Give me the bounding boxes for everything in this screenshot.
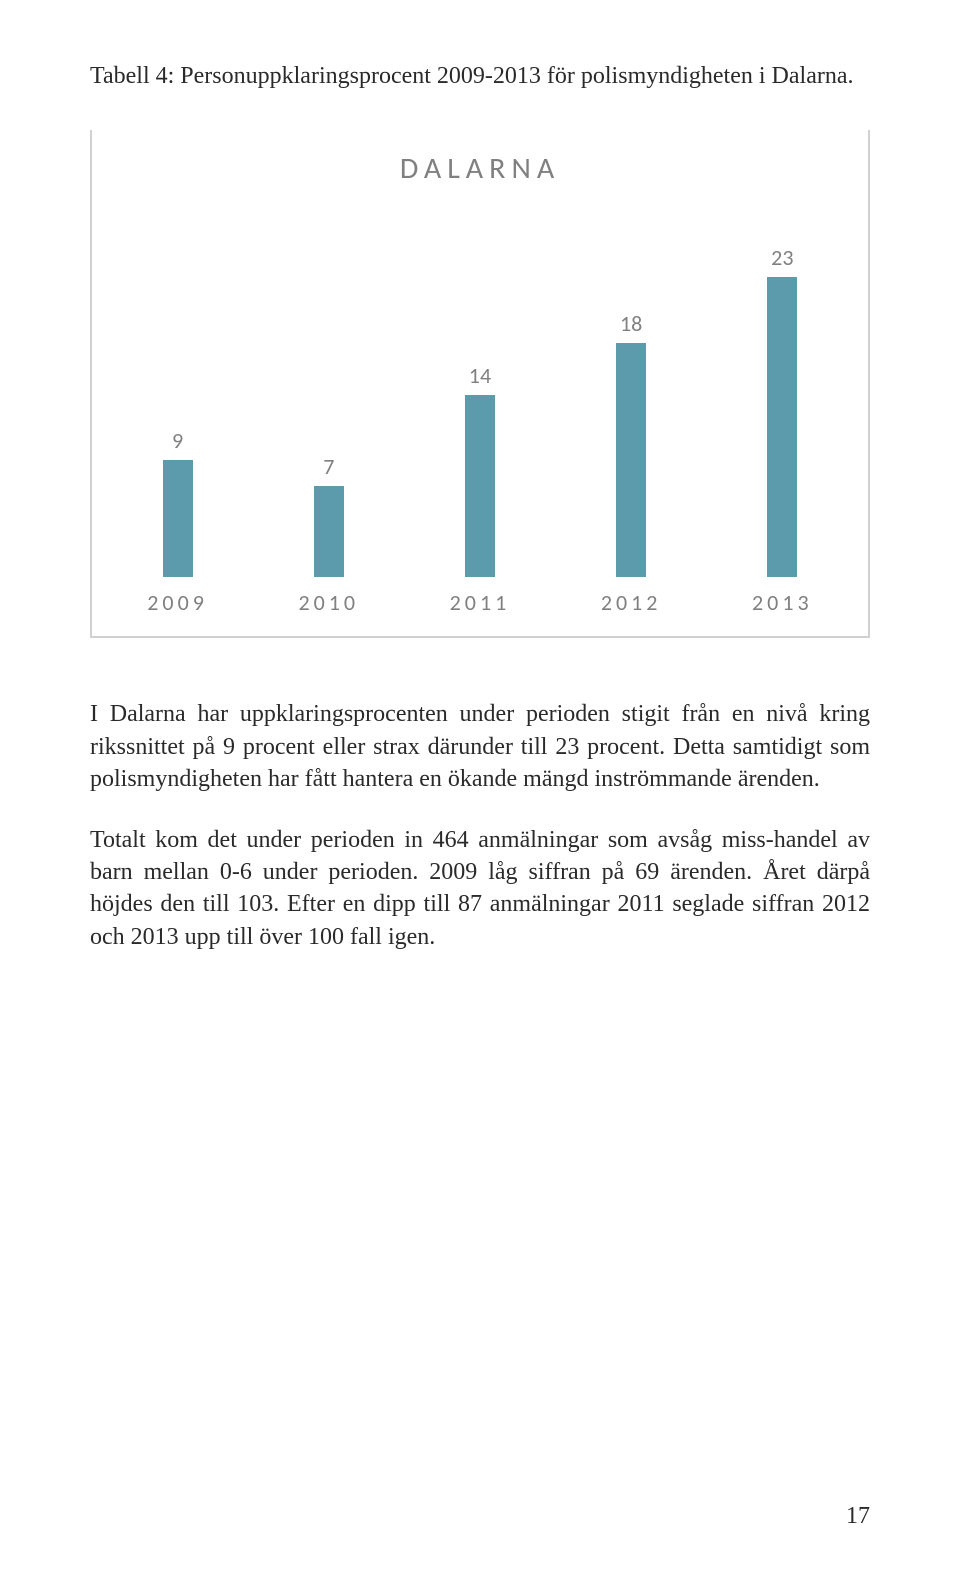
bar-col: 18 xyxy=(563,310,699,578)
paragraph-1: I Dalarna har uppklaringsprocenten under… xyxy=(90,698,870,795)
paragraph-2: Totalt kom det under perioden in 464 anm… xyxy=(90,824,870,954)
bar xyxy=(767,277,797,577)
axis-label: 2010 xyxy=(261,589,397,616)
bar-col: 7 xyxy=(261,453,397,577)
page-number: 17 xyxy=(846,1503,870,1530)
bar-col: 23 xyxy=(714,244,850,577)
bar-value-label: 9 xyxy=(172,427,183,454)
bar xyxy=(163,460,193,577)
bar-value-label: 14 xyxy=(469,362,491,389)
bar-col: 9 xyxy=(110,427,246,577)
bar-value-label: 23 xyxy=(771,244,793,271)
chart-axis-row: 2009 2010 2011 2012 2013 xyxy=(92,577,868,636)
axis-label: 2011 xyxy=(412,589,548,616)
bar xyxy=(465,395,495,578)
chart-container: DALARNA 9 7 14 18 23 2009 2010 2011 2012 2013 xyxy=(90,130,870,638)
bar-value-label: 18 xyxy=(620,310,642,337)
chart-title: DALARNA xyxy=(92,150,868,187)
axis-label: 2012 xyxy=(563,589,699,616)
bar-value-label: 7 xyxy=(323,453,334,480)
bar xyxy=(314,486,344,577)
bar-col: 14 xyxy=(412,362,548,578)
chart-bars-area: 9 7 14 18 23 xyxy=(92,247,868,577)
bar xyxy=(616,343,646,578)
table-caption: Tabell 4: Personuppklaringsprocent 2009-… xyxy=(90,60,870,92)
axis-label: 2013 xyxy=(714,589,850,616)
axis-label: 2009 xyxy=(110,589,246,616)
